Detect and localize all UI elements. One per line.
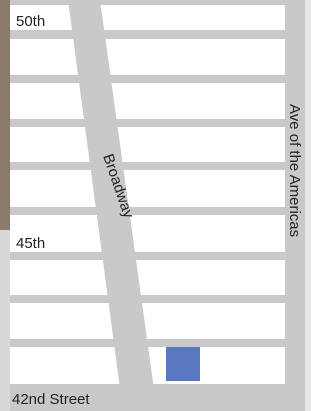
- street-label: 42nd Street: [12, 391, 90, 408]
- street: [10, 30, 311, 39]
- street: [10, 162, 311, 170]
- street-label: 50th: [16, 13, 45, 30]
- street: [10, 207, 311, 215]
- street: [10, 75, 311, 83]
- street: [10, 339, 311, 347]
- street: [10, 295, 311, 303]
- street-map: 50th 45th 42nd Street Broadway Ave of th…: [0, 0, 311, 411]
- map-background: [0, 0, 311, 411]
- page: {"streets": {"top": "50th", "middle": "4…: [0, 0, 311, 411]
- street: [10, 119, 311, 127]
- street: [10, 252, 311, 260]
- location-marker: [166, 347, 200, 381]
- top-border: [10, 0, 311, 5]
- left-edge-lower: [0, 230, 10, 411]
- right-edge: [305, 0, 311, 411]
- street-label: Ave of the Americas: [286, 104, 303, 237]
- street-label: 45th: [16, 235, 45, 252]
